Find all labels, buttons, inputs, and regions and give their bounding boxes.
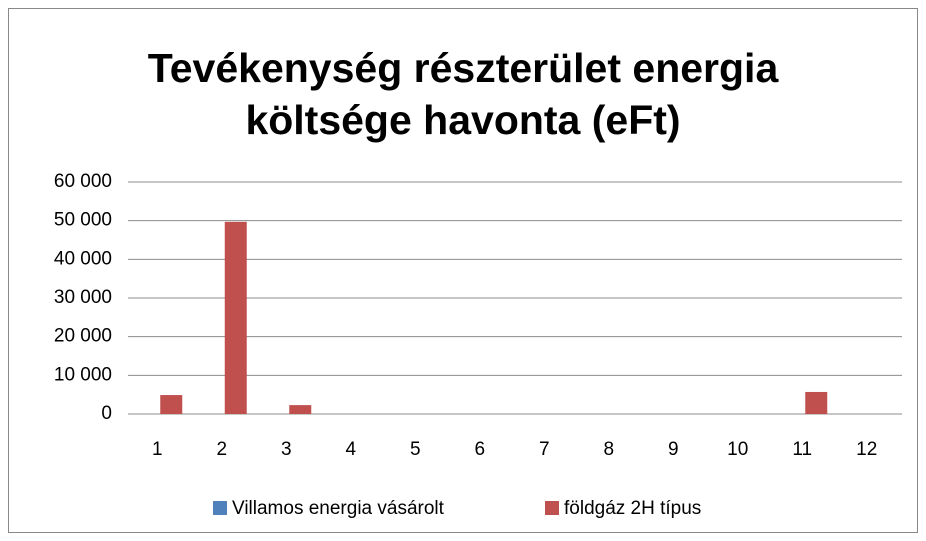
x-tick-label: 10: [727, 439, 748, 460]
y-tick-label: 40 000: [54, 248, 112, 269]
x-tick-label: 12: [856, 439, 877, 460]
x-tick-label: 6: [474, 439, 485, 460]
chart-title: Tevékenység részterület energia költsége…: [147, 45, 779, 143]
x-tick-label: 1: [152, 439, 163, 460]
x-tick-label: 2: [216, 439, 227, 460]
x-tick-label: 8: [603, 439, 614, 460]
x-tick-label: 7: [539, 439, 550, 460]
legend-swatch: [545, 501, 559, 515]
x-tick-label: 9: [668, 439, 679, 460]
bar: [805, 391, 828, 414]
chart-border: [8, 8, 918, 533]
legend-label: földgáz 2H típus: [564, 498, 701, 519]
y-tick-label: 20 000: [54, 326, 112, 347]
legend-label: Villamos energia vásárolt: [232, 498, 445, 519]
bar: [289, 405, 312, 414]
bar: [160, 395, 183, 414]
y-tick-label: 60 000: [54, 171, 112, 192]
bar: [224, 221, 247, 414]
legend-swatch: [213, 501, 227, 515]
x-tick-label: 3: [281, 439, 292, 460]
x-tick-label: 4: [345, 439, 356, 460]
y-tick-label: 0: [101, 403, 112, 424]
y-tick-label: 10 000: [54, 364, 112, 385]
y-tick-label: 50 000: [54, 210, 112, 231]
x-tick-label: 5: [410, 439, 421, 460]
y-tick-label: 30 000: [54, 287, 112, 308]
x-tick-label: 11: [792, 439, 812, 460]
